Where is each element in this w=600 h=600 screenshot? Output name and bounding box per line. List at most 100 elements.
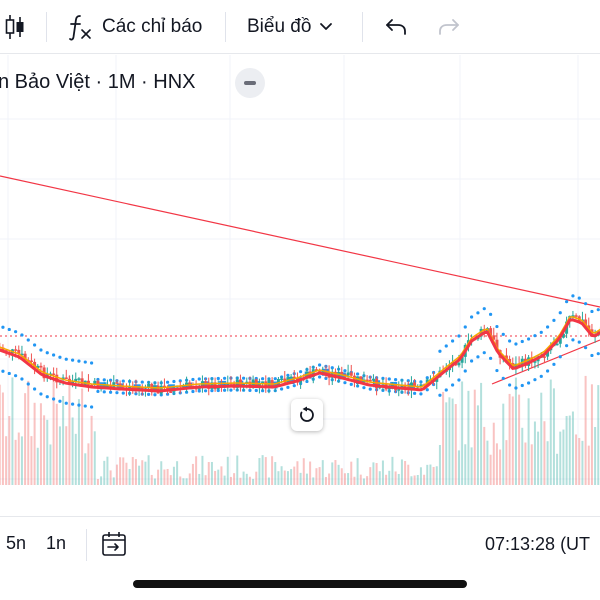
range-5y-button[interactable]: 5n	[6, 533, 27, 553]
candle-body	[292, 376, 296, 379]
volume-bar	[112, 477, 115, 485]
volume-bar	[14, 439, 17, 485]
volume-bar	[144, 461, 147, 485]
band-marker	[577, 340, 581, 344]
volume-bar	[470, 447, 473, 485]
volume-bar	[552, 388, 555, 485]
candle-body	[257, 383, 261, 386]
volume-bar	[204, 475, 207, 485]
band-marker	[172, 379, 176, 384]
band-marker	[495, 324, 499, 329]
band-marker	[197, 389, 201, 393]
volume-bar	[502, 403, 505, 485]
band-marker	[64, 357, 68, 361]
band-marker	[1, 369, 5, 373]
band-marker	[330, 366, 334, 370]
price-chart[interactable]	[0, 55, 600, 515]
band-marker	[292, 384, 296, 388]
volume-bar	[74, 433, 77, 485]
candle-body	[270, 380, 274, 387]
volume-bar	[245, 473, 248, 485]
band-marker	[343, 381, 347, 385]
bollinger-bands	[1, 294, 600, 409]
ema-line	[0, 316, 600, 389]
candle-body	[64, 377, 68, 379]
volume-bars	[0, 375, 600, 485]
candle-body	[33, 361, 37, 369]
band-marker	[596, 308, 600, 312]
signal-marker	[287, 377, 295, 384]
calendar-goto-icon	[102, 532, 126, 556]
band-marker	[261, 377, 265, 381]
candle-body	[204, 381, 208, 383]
candle-body	[308, 371, 312, 378]
candle-body	[147, 383, 151, 389]
band-marker	[7, 371, 11, 376]
candle-body	[542, 356, 546, 358]
volume-bar	[473, 389, 476, 485]
band-marker	[102, 390, 106, 394]
top-toolbar: Các chỉ báo Biểu đồ	[0, 0, 600, 54]
volume-bar	[122, 457, 125, 485]
candle-body	[137, 387, 141, 389]
volume-bar	[350, 461, 353, 485]
band-marker	[318, 375, 322, 379]
candle-body	[504, 355, 508, 359]
band-marker	[26, 338, 30, 342]
band-marker	[558, 355, 562, 359]
volume-bar	[378, 471, 381, 485]
signal-marker	[270, 381, 278, 389]
band-marker	[584, 302, 588, 306]
band-marker	[229, 388, 233, 392]
volume-bar	[315, 468, 318, 485]
band-marker	[501, 332, 505, 336]
volume-bar	[90, 415, 93, 485]
volume-bar	[267, 477, 270, 485]
volume-bar	[391, 456, 394, 485]
band-marker	[495, 368, 499, 373]
volume-bar	[508, 393, 511, 485]
reset-chart-button[interactable]	[291, 399, 323, 431]
band-marker	[356, 372, 360, 376]
collapse-legend-button[interactable]	[235, 68, 265, 98]
volume-bar	[394, 471, 397, 485]
volume-bar	[413, 475, 416, 485]
band-marker	[565, 344, 569, 348]
band-marker	[7, 327, 11, 332]
volume-bar	[410, 476, 413, 485]
candle-body	[71, 381, 75, 384]
range-1y-button[interactable]: 1n	[46, 533, 67, 553]
volume-bar	[131, 457, 134, 485]
volume-bar	[93, 431, 96, 485]
candlestick-icon[interactable]	[4, 0, 26, 54]
band-marker	[520, 339, 524, 344]
redo-button[interactable]	[437, 0, 461, 54]
band-marker	[577, 296, 581, 300]
undo-button[interactable]	[384, 0, 408, 54]
volume-bar	[147, 455, 150, 485]
volume-bar	[492, 422, 495, 485]
band-marker	[109, 378, 113, 382]
volume-bar	[356, 458, 359, 485]
band-marker	[210, 389, 214, 393]
volume-bar	[191, 463, 194, 485]
candle-body	[105, 385, 109, 388]
volume-bar	[62, 396, 65, 485]
band-marker	[451, 339, 455, 343]
candle-body	[17, 349, 21, 354]
chart-type-button[interactable]: Biểu đồ	[247, 0, 333, 54]
candle-body	[52, 373, 56, 376]
bottom-separator	[86, 529, 87, 561]
volume-bar	[271, 456, 274, 485]
volume-bar	[537, 431, 540, 485]
band-marker	[470, 315, 474, 319]
band-marker	[476, 311, 480, 315]
chart-area[interactable]: n Bảo Việt · 1M · HNX 201020132016201920…	[0, 55, 600, 515]
volume-bar	[571, 411, 574, 485]
band-marker	[58, 355, 62, 359]
goto-date-button[interactable]	[100, 530, 128, 563]
volume-bar	[248, 476, 251, 485]
volume-bar	[81, 388, 84, 485]
band-marker	[463, 325, 467, 329]
indicators-button[interactable]: Các chỉ báo	[68, 0, 202, 54]
